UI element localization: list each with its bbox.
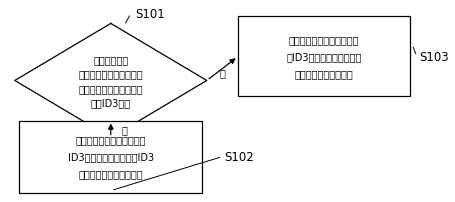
Text: 放文件的音乐头文件，并: 放文件的音乐头文件，并 xyxy=(78,69,143,79)
Text: S102: S102 xyxy=(224,150,254,163)
Text: 判断所述音乐头文件是否: 判断所述音乐头文件是否 xyxy=(78,83,143,93)
FancyBboxPatch shape xyxy=(19,121,202,193)
Text: 否: 否 xyxy=(219,68,225,78)
Text: S103: S103 xyxy=(418,51,448,64)
FancyBboxPatch shape xyxy=(238,17,409,97)
Text: 包括ID3信息: 包括ID3信息 xyxy=(91,98,131,108)
Text: 信息确定对应的音乐类型: 信息确定对应的音乐类型 xyxy=(78,169,143,179)
Text: S101: S101 xyxy=(135,8,165,21)
Text: 当所述音乐头文件不包括所: 当所述音乐头文件不包括所 xyxy=(288,35,359,45)
Text: 的音乐类型为默认类型: 的音乐类型为默认类型 xyxy=(294,69,353,79)
Text: 是: 是 xyxy=(121,124,127,134)
Text: 述ID3信息时，则确定对应: 述ID3信息时，则确定对应 xyxy=(286,52,361,62)
Text: 获取当前待播: 获取当前待播 xyxy=(93,55,128,64)
Text: ID3信息时，则根据所述ID3: ID3信息时，则根据所述ID3 xyxy=(68,152,153,162)
Text: 当所述音乐头文件包括所述: 当所述音乐头文件包括所述 xyxy=(76,135,146,145)
